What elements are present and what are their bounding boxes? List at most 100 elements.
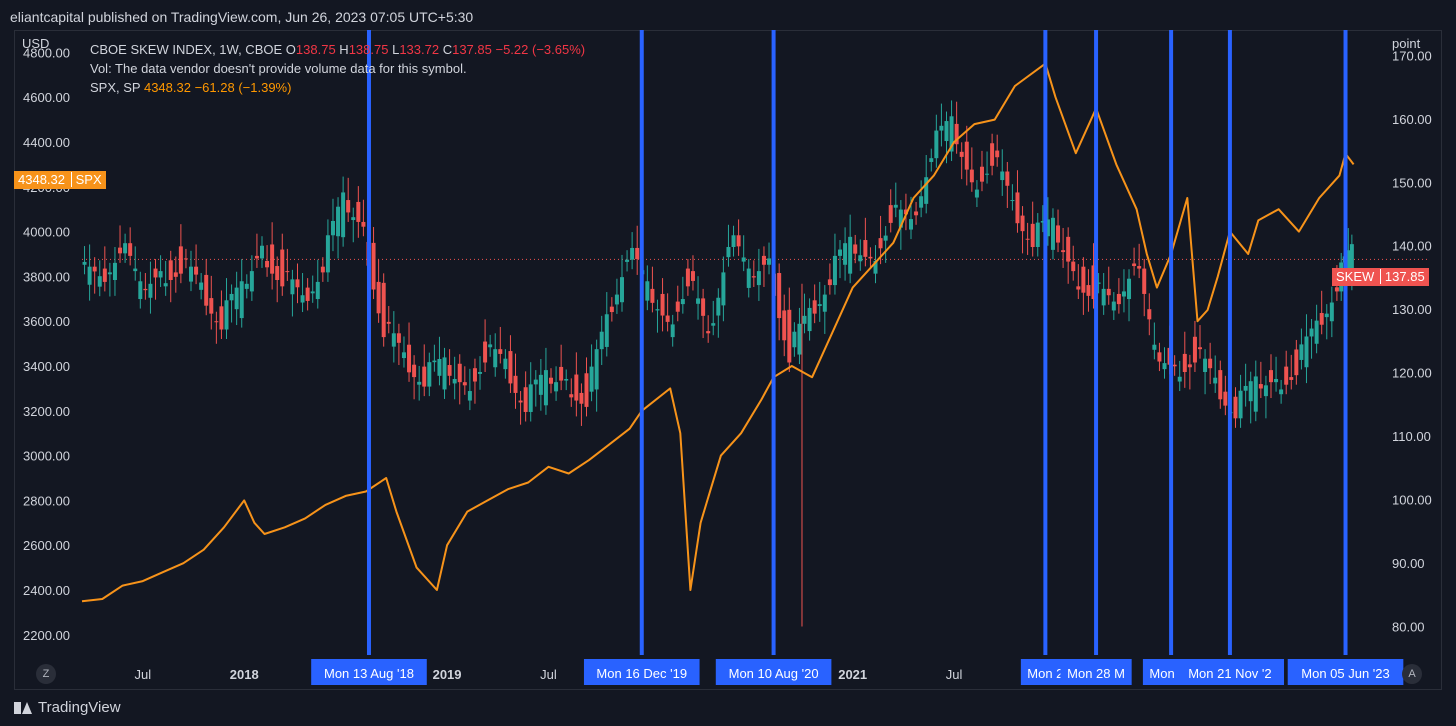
skew-candle-body xyxy=(893,204,898,208)
skew-candle-body xyxy=(356,201,361,222)
skew-candle-body xyxy=(969,169,974,183)
skew-candle-body xyxy=(564,378,569,381)
skew-candle-body xyxy=(244,283,249,289)
skew-candle-body xyxy=(1177,376,1182,382)
skew-candle-body xyxy=(87,266,92,285)
skew-candle-body xyxy=(290,279,295,295)
skew-candle-body xyxy=(336,206,341,237)
skew-candle-body xyxy=(650,288,655,303)
skew-candle-body xyxy=(543,370,548,406)
skew-candle-body xyxy=(827,279,832,286)
right-axis-tick-label: 100.00 xyxy=(1392,493,1432,508)
left-axis-tick-label: 2200.00 xyxy=(23,628,70,643)
spx-price-tag: 4348.32 SPX xyxy=(14,171,106,189)
legend-skew-row[interactable]: CBOE SKEW INDEX, 1W, CBOE O138.75 H138.7… xyxy=(90,40,585,59)
skew-candle-body xyxy=(447,365,452,376)
skew-candle-body xyxy=(858,255,863,262)
event-date-label: Mon 2 xyxy=(1027,666,1063,681)
legend-low-value: 133.72 xyxy=(399,42,440,57)
skew-candle-body xyxy=(1101,288,1106,306)
right-axis-tick-label: 130.00 xyxy=(1392,302,1432,317)
skew-candle-body xyxy=(979,166,984,182)
legend-skew-name: CBOE SKEW INDEX, 1W, CBOE xyxy=(90,42,283,57)
skew-candle-body xyxy=(1299,344,1304,360)
event-date-label-bg xyxy=(1175,659,1285,685)
skew-candle-body xyxy=(635,247,640,260)
skew-candle-body xyxy=(680,299,685,305)
skew-candle-body xyxy=(1106,288,1111,296)
publish-header: eliantcapital published on TradingView.c… xyxy=(0,0,1456,32)
skew-candle-body xyxy=(1198,347,1203,350)
skew-candle-body xyxy=(726,247,731,258)
skew-candle-body xyxy=(706,331,711,334)
skew-candle-body xyxy=(690,271,695,281)
skew-candle-body xyxy=(614,294,619,305)
left-axis-tick-label: 3200.00 xyxy=(23,404,70,419)
skew-candle-body xyxy=(462,382,467,386)
skew-candle-body xyxy=(280,249,285,287)
skew-price-tag: SKEW 137.85 xyxy=(1332,268,1429,286)
skew-candle-body xyxy=(589,366,594,392)
skew-price-tag-label: SKEW xyxy=(1336,269,1375,284)
auto-scale-button[interactable]: A xyxy=(1402,664,1422,684)
skew-candle-body xyxy=(792,331,797,348)
skew-candle-body xyxy=(325,235,330,273)
skew-candle-body xyxy=(346,200,351,213)
skew-candle-body xyxy=(888,205,893,223)
x-axis-tick-label: Jul xyxy=(135,667,152,682)
brand-name: TradingView xyxy=(38,699,121,716)
right-axis-tick-label: 140.00 xyxy=(1392,239,1432,254)
left-axis-tick-label: 3600.00 xyxy=(23,314,70,329)
skew-candle-body xyxy=(949,116,954,152)
skew-candle-body xyxy=(1294,349,1299,376)
skew-candle-body xyxy=(1329,302,1334,322)
skew-candle-body xyxy=(1076,286,1081,290)
skew-candle-body xyxy=(797,323,802,355)
skew-candle-body xyxy=(630,247,635,260)
skew-candle-body xyxy=(295,279,300,288)
skew-candle-body xyxy=(645,281,650,301)
event-date-label-bg xyxy=(583,659,700,685)
left-axis-tick-label: 2800.00 xyxy=(23,493,70,508)
skew-candle-body xyxy=(1127,278,1132,300)
tradingview-brand[interactable]: TradingView xyxy=(14,699,121,716)
skew-candle-body xyxy=(1030,223,1035,248)
event-date-label: Mon 21 Nov '2 xyxy=(1188,666,1271,681)
skew-candle-body xyxy=(391,333,396,347)
x-axis-tick-label: Jul xyxy=(540,667,557,682)
skew-candle-body xyxy=(381,282,386,338)
skew-candle-body xyxy=(1056,225,1061,243)
skew-candle-body xyxy=(1218,370,1223,400)
skew-candle-body xyxy=(1309,328,1314,337)
legend-spx-change: −61.28 (−1.39%) xyxy=(194,80,292,95)
skew-candle-body xyxy=(472,368,477,382)
skew-candle-body xyxy=(376,281,381,314)
skew-candle-body xyxy=(1349,244,1354,281)
skew-candle-body xyxy=(239,281,244,319)
skew-candle-body xyxy=(1253,376,1258,412)
skew-candle-body xyxy=(1000,171,1005,181)
skew-candle-body xyxy=(817,304,822,307)
skew-candle-body xyxy=(249,271,254,292)
skew-candle-body xyxy=(1258,384,1263,389)
skew-candle-body xyxy=(670,324,675,338)
event-date-label: Mon 10 Aug '20 xyxy=(729,666,819,681)
skew-candle-body xyxy=(1147,309,1152,320)
skew-candle-body xyxy=(868,256,873,259)
skew-candle-body xyxy=(148,283,153,298)
skew-candle-body xyxy=(625,259,630,262)
skew-candle-body xyxy=(523,387,528,412)
skew-candle-body xyxy=(92,266,97,272)
zoom-button[interactable]: Z xyxy=(36,664,56,684)
right-axis-tick-label: 110.00 xyxy=(1392,429,1431,444)
event-date-label-bg xyxy=(1287,659,1404,685)
legend-spx-row[interactable]: SPX, SP 4348.32 −61.28 (−1.39%) xyxy=(90,78,585,97)
skew-candle-body xyxy=(528,384,533,412)
skew-candle-body xyxy=(488,344,493,348)
skew-candle-body xyxy=(1324,313,1329,318)
skew-candle-body xyxy=(1050,217,1055,250)
skew-candle-body xyxy=(751,276,756,278)
skew-candle-body xyxy=(422,366,427,387)
left-axis-unit: USD xyxy=(22,36,50,51)
